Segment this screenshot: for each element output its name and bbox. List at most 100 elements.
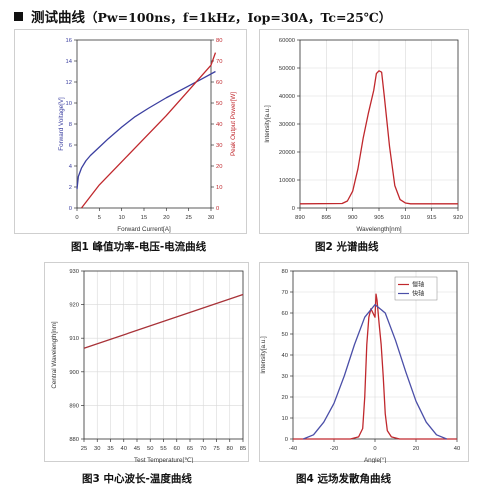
x-tick-label: 75 bbox=[213, 446, 219, 452]
x-tick-label: 20 bbox=[163, 215, 169, 221]
y2-tick-label: 20 bbox=[216, 164, 222, 170]
title-text: 测试曲线 bbox=[31, 10, 85, 26]
title-params: （Pw=100ns，f=1kHz，Iop=30A，Tc=25℃） bbox=[85, 10, 392, 25]
caption-3: 图3 中心波长-温度曲线 bbox=[82, 473, 192, 485]
y2-axis-label: Peak Output Power[W] bbox=[230, 92, 237, 156]
caption-1: 图1 峰值功率-电压-电流曲线 bbox=[71, 241, 207, 253]
y-tick-label: 80 bbox=[282, 269, 288, 275]
y2-tick-label: 50 bbox=[216, 101, 222, 107]
y2-tick-label: 70 bbox=[216, 59, 222, 65]
x-tick-label: 70 bbox=[200, 446, 206, 452]
x-tick-label: 60 bbox=[174, 446, 180, 452]
y-tick-label: 60000 bbox=[279, 38, 295, 44]
square-bullet-icon bbox=[14, 12, 23, 21]
y2-tick-label: 40 bbox=[216, 122, 222, 128]
y-tick-label: 0 bbox=[69, 206, 72, 212]
x-tick-label: 50 bbox=[147, 446, 153, 452]
x-axis-label: Test Temperature[℃] bbox=[134, 457, 193, 463]
y-tick-label: 10 bbox=[66, 101, 72, 107]
chart-panel-2: 890 895 900 905 910 915 920 0 10000 20000 30000 400… bbox=[259, 29, 469, 234]
y-tick-label: 880 bbox=[69, 437, 79, 443]
y-tick-label: 20 bbox=[282, 395, 288, 401]
x-tick-label: 40 bbox=[454, 446, 460, 452]
plot-frame bbox=[76, 39, 212, 209]
x-axis-label: Forward Current[A] bbox=[117, 226, 171, 233]
x-tick-label: 910 bbox=[400, 215, 410, 221]
x-tick-label: 0 bbox=[373, 446, 376, 452]
y2-tick-label: 60 bbox=[216, 80, 222, 86]
y-tick-label: 30000 bbox=[279, 122, 295, 128]
y-tick-label: 890 bbox=[69, 403, 79, 409]
y-tick-label: 4 bbox=[69, 164, 73, 170]
x-tick-label: 920 bbox=[453, 215, 463, 221]
series-line-1 bbox=[83, 293, 244, 349]
x-tick-label: 45 bbox=[134, 446, 140, 452]
y-tick-label: 50000 bbox=[279, 66, 295, 72]
legend-box bbox=[394, 276, 438, 301]
y-tick-label: 40000 bbox=[279, 94, 295, 100]
chart-svg-4: -40 -20 0 20 40 0 10 20 30 40 50 60 70 80 Angle[°] Inte… bbox=[260, 269, 460, 463]
y-tick-label: 8 bbox=[69, 122, 72, 128]
y-tick-label: 930 bbox=[69, 269, 79, 275]
x-tick-label: 30 bbox=[208, 215, 214, 221]
caption-4: 图4 远场发散角曲线 bbox=[296, 473, 391, 485]
x-tick-label: 25 bbox=[185, 215, 191, 221]
y-tick-label: 30 bbox=[282, 374, 288, 380]
y-tick-label: 6 bbox=[69, 143, 72, 149]
series-line-2 bbox=[80, 52, 217, 209]
chart-svg-2: 890 895 900 905 910 915 920 0 10000 20000 30000 400… bbox=[264, 38, 463, 233]
y-tick-label: 16 bbox=[66, 38, 72, 44]
y2-tick-label: 0 bbox=[216, 206, 219, 212]
y2-tick-label: 80 bbox=[216, 38, 222, 44]
x-tick-label: 0 bbox=[75, 215, 78, 221]
y-tick-label: 12 bbox=[66, 80, 72, 86]
y-tick-label: 10000 bbox=[279, 178, 295, 184]
y-tick-label: 60 bbox=[282, 311, 288, 317]
x-tick-label: 25 bbox=[81, 446, 87, 452]
y-axis-label: Forward Voltage[V] bbox=[58, 97, 65, 151]
x-tick-label: 65 bbox=[187, 446, 193, 452]
y-axis-label: Intensity[a.u.] bbox=[260, 336, 267, 374]
x-axis-label: Wavelength[nm] bbox=[356, 226, 402, 233]
y-tick-label: 0 bbox=[292, 206, 295, 212]
y-tick-label: 900 bbox=[69, 370, 79, 376]
y-tick-label: 10 bbox=[282, 416, 288, 422]
x-tick-label: 900 bbox=[348, 215, 358, 221]
y-tick-label: 50 bbox=[282, 332, 288, 338]
chart-panel-1: 0 5 10 15 20 25 30 0 2 4 6 8 10 12 14 16 0 10 20 30 40 50 60 70… bbox=[14, 29, 247, 234]
y-tick-label: 70 bbox=[282, 290, 288, 296]
x-tick-label: 15 bbox=[141, 215, 147, 221]
series-line-1 bbox=[299, 70, 458, 205]
y-axis-label: Central Wavelength[nm] bbox=[51, 321, 58, 389]
x-tick-label: 80 bbox=[227, 446, 233, 452]
x-tick-label: 20 bbox=[413, 446, 419, 452]
y-axis-label: Intensity[a.u.] bbox=[264, 105, 271, 143]
x-tick-label: 5 bbox=[98, 215, 101, 221]
chart-svg-1: 0 5 10 15 20 25 300246810121416010203040506070… bbox=[58, 38, 237, 233]
y2-tick-label: 10 bbox=[216, 185, 222, 191]
page-title: 测试曲线（Pw=100ns，f=1kHz，Iop=30A，Tc=25℃） bbox=[14, 6, 391, 26]
legend-label: 快轴 bbox=[412, 290, 424, 298]
x-tick-label: 55 bbox=[160, 446, 166, 452]
x-tick-label: 905 bbox=[374, 215, 384, 221]
x-tick-label: 890 bbox=[295, 215, 305, 221]
legend-label: 慢轴 bbox=[412, 281, 424, 289]
caption-2: 图2 光谱曲线 bbox=[315, 241, 379, 253]
series-line-1 bbox=[76, 70, 216, 190]
x-tick-label: 30 bbox=[94, 446, 100, 452]
x-tick-label: 915 bbox=[427, 215, 437, 221]
y-tick-label: 920 bbox=[69, 303, 79, 309]
x-tick-label: 895 bbox=[321, 215, 331, 221]
chart-svg-3: 25 30 35 40 45 50 55 60 65 70 75 80 85 880 890 900 910 92… bbox=[51, 269, 246, 463]
y-tick-label: 20000 bbox=[279, 150, 295, 156]
y-tick-label: 2 bbox=[69, 185, 72, 191]
chart-panel-3: 25 30 35 40 45 50 55 60 65 70 75 80 85 880 890 900 910 92… bbox=[44, 262, 249, 463]
series-line-2 bbox=[303, 303, 447, 440]
x-tick-label: 35 bbox=[107, 446, 113, 452]
y2-tick-label: 30 bbox=[216, 143, 222, 149]
x-tick-label: 10 bbox=[118, 215, 124, 221]
y-tick-label: 0 bbox=[285, 437, 288, 443]
y-tick-label: 40 bbox=[282, 353, 288, 359]
y-tick-label: 910 bbox=[69, 336, 79, 342]
y-tick-label: 14 bbox=[66, 59, 73, 65]
